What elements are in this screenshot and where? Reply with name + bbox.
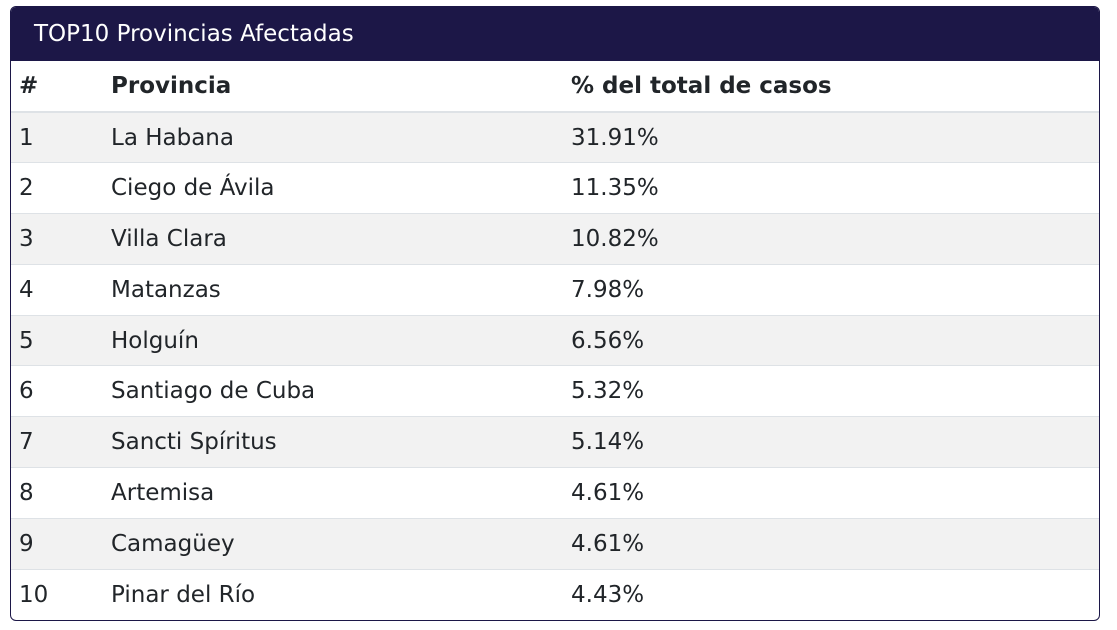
table-row: 2 Ciego de Ávila 11.35%: [11, 162, 1099, 214]
row-provincia: Santiago de Cuba: [111, 378, 316, 405]
table-head: # Provincia % del total de casos: [11, 61, 1099, 113]
row-percent: 4.43%: [571, 581, 645, 608]
table-row: 3 Villa Clara 10.82%: [11, 213, 1099, 265]
row-number: 3: [19, 225, 34, 252]
row-percent: 10.82%: [571, 225, 659, 252]
row-number: 1: [19, 124, 34, 151]
row-provincia: La Habana: [111, 124, 234, 151]
row-number: 6: [19, 378, 34, 405]
row-percent: 7.98%: [571, 276, 645, 303]
table-header-row: # Provincia % del total de casos: [11, 61, 1099, 113]
row-provincia: Holguín: [111, 327, 199, 354]
row-provincia: Artemisa: [111, 479, 215, 506]
table-body: 1 La Habana 31.91% 2 Ciego de Ávila 11.3…: [11, 112, 1099, 620]
row-percent: 11.35%: [571, 175, 659, 202]
table-row: 5 Holguín 6.56%: [11, 315, 1099, 366]
row-provincia: Camagüey: [111, 530, 235, 557]
row-percent: 31.91%: [571, 124, 659, 151]
row-percent: 4.61%: [571, 530, 645, 557]
table-row: 1 La Habana 31.91%: [11, 112, 1099, 163]
row-provincia: Villa Clara: [111, 225, 227, 252]
row-percent: 5.32%: [571, 378, 645, 405]
table-row: 9 Camagüey 4.61%: [11, 518, 1099, 570]
provinces-table: # Provincia % del total de casos 1 La Ha…: [11, 61, 1099, 620]
table-row: 6 Santiago de Cuba 5.32%: [11, 365, 1099, 417]
row-number: 9: [19, 530, 34, 557]
row-number: 7: [19, 429, 34, 456]
row-provincia: Matanzas: [111, 276, 221, 303]
column-header-provincia: Provincia: [110, 61, 570, 113]
table-row: 10 Pinar del Río 4.43%: [11, 569, 1099, 620]
top10-card: TOP10 Provincias Afectadas # Provincia %…: [10, 6, 1100, 621]
card-title: TOP10 Provincias Afectadas: [11, 7, 1099, 61]
row-percent: 5.14%: [571, 429, 645, 456]
row-number: 5: [19, 327, 34, 354]
row-provincia: Pinar del Río: [111, 581, 256, 608]
table-row: 7 Sancti Spíritus 5.14%: [11, 416, 1099, 468]
row-number: 8: [19, 479, 34, 506]
table-row: 4 Matanzas 7.98%: [11, 264, 1099, 315]
row-number: 2: [19, 175, 34, 202]
row-number: 10: [19, 581, 49, 608]
column-header-number: #: [11, 61, 110, 113]
row-percent: 6.56%: [571, 327, 645, 354]
row-number: 4: [19, 276, 34, 303]
row-provincia: Ciego de Ávila: [111, 175, 275, 202]
table-row: 8 Artemisa 4.61%: [11, 467, 1099, 519]
row-provincia: Sancti Spíritus: [111, 429, 277, 456]
column-header-percent: % del total de casos: [570, 61, 1099, 113]
row-percent: 4.61%: [571, 479, 645, 506]
